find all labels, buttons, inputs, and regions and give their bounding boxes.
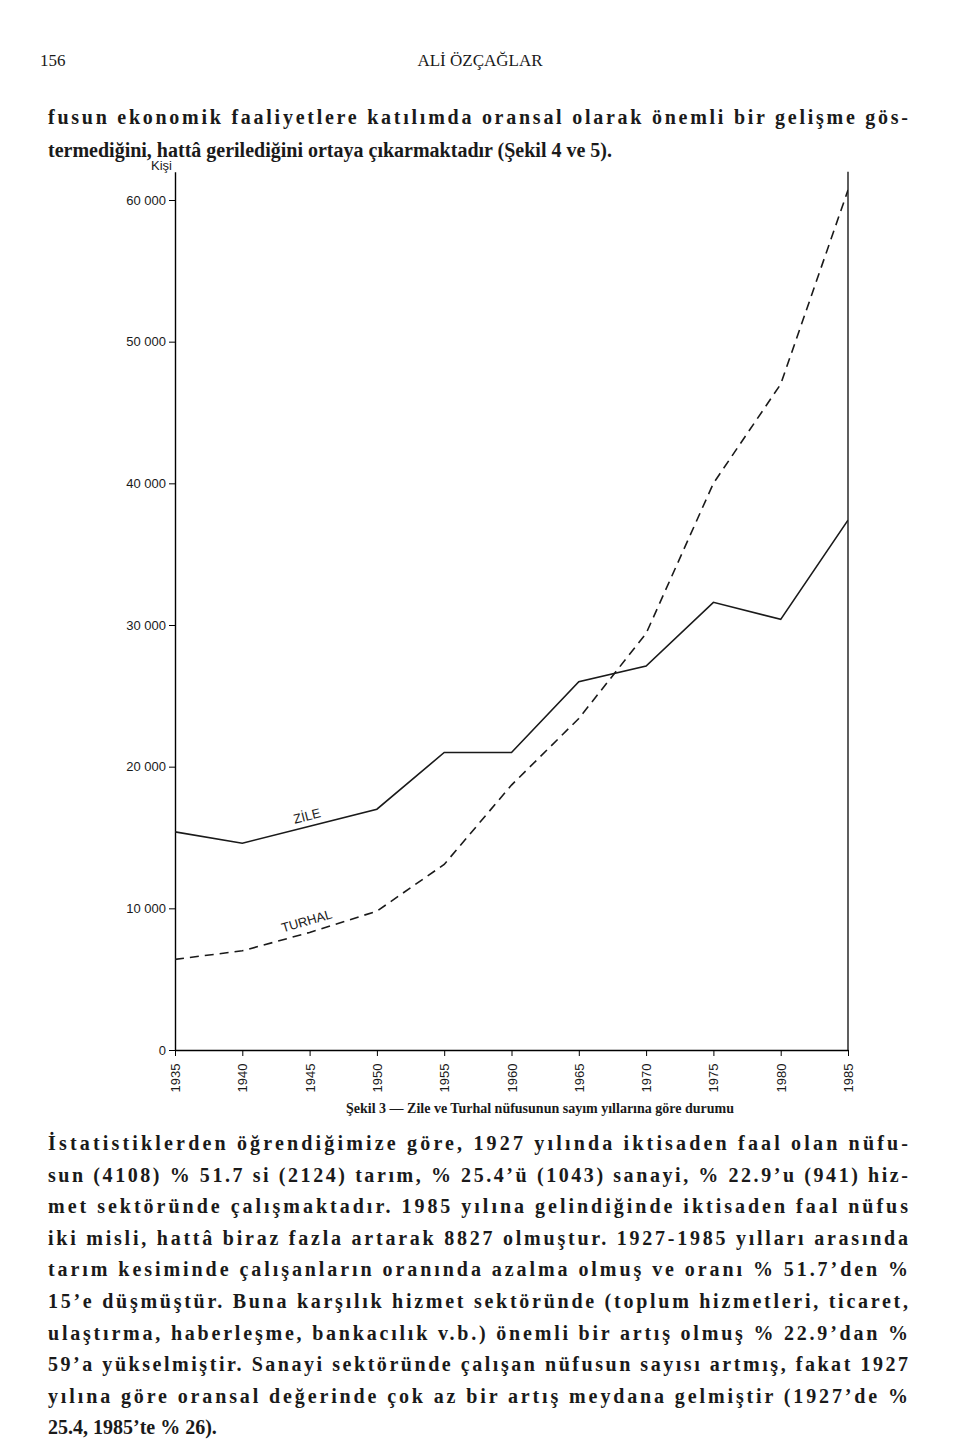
y-tick-label: 60 000 [126, 193, 166, 208]
y-tick-mark [169, 342, 175, 343]
x-tick-mark [512, 1050, 513, 1056]
x-tick: 1950 [370, 1050, 385, 1092]
x-tick-label: 1945 [303, 1064, 318, 1093]
y-tick: 0 [159, 1043, 175, 1058]
y-tick: 60 000 [126, 193, 175, 208]
y-tick-mark [169, 483, 175, 484]
y-tick: 30 000 [126, 618, 175, 633]
x-tick-mark [848, 1050, 849, 1056]
x-tick-label: 1950 [370, 1064, 385, 1093]
y-tick-mark [169, 1050, 175, 1051]
x-axis: 1935 1940 1945 1950 1955 1960 1965 1970 1975 1980… [168, 1050, 856, 1092]
x-tick-mark [781, 1050, 782, 1056]
y-axis: 0 10 000 20 000 30 000 40 000 50 000 60 000 [126, 172, 175, 1057]
figure-caption: Şekil 3 — Zile ve Turhal nüfusunun sayım… [346, 1101, 734, 1116]
page: 156 ALİ ÖZÇAĞLAR fusun ekonomik faaliyetle… [0, 0, 960, 1444]
y-tick-label: 50 000 [126, 334, 166, 349]
y-tick-mark [169, 767, 175, 768]
x-tick: 1970 [639, 1050, 654, 1092]
y-tick: 10 000 [126, 901, 175, 916]
x-tick-mark [310, 1050, 311, 1056]
x-tick-mark [175, 1050, 176, 1056]
text-line: İstatistiklerden öğrendiğimize göre, 192… [48, 1131, 908, 1155]
y-tick-mark [169, 200, 175, 201]
x-tick: 1955 [437, 1050, 452, 1092]
x-tick: 1945 [303, 1050, 318, 1092]
x-tick-mark [579, 1050, 580, 1056]
x-tick-mark [646, 1050, 647, 1056]
text-line: sun (4108) % 51.7 si (2124) tarım, % 25.… [48, 1164, 908, 1187]
text-line: iki misli, hattâ biraz fazla artarak 882… [48, 1227, 908, 1250]
x-tick: 1935 [168, 1050, 183, 1092]
page-number: 156 [40, 51, 66, 70]
y-tick-label: 40 000 [126, 476, 166, 491]
x-tick-label: 1980 [774, 1064, 789, 1093]
y-tick: 20 000 [126, 759, 175, 774]
y-tick: 40 000 [126, 476, 175, 491]
y-tick: 50 000 [126, 334, 175, 349]
y-tick-label: 30 000 [126, 618, 166, 633]
text-line: 15’e düşmüştür. Buna karşılık hizmet sek… [48, 1290, 908, 1313]
x-tick: 1980 [774, 1050, 789, 1092]
x-tick-mark [444, 1050, 445, 1056]
x-tick-label: 1940 [235, 1064, 250, 1093]
x-tick: 1960 [505, 1050, 520, 1092]
x-tick-label: 1960 [505, 1064, 520, 1093]
x-tick: 1975 [706, 1050, 721, 1092]
series-line [175, 520, 848, 843]
y-tick-label: 10 000 [126, 901, 166, 916]
chart: 0 10 000 20 000 30 000 40 000 50 000 60 000 193… [126, 158, 856, 1093]
y-axis-line [175, 172, 176, 1050]
text-line: ulaştırma, haberleşme, bankacılık v.b.) … [48, 1322, 908, 1345]
x-tick-label: 1955 [437, 1064, 452, 1093]
y-tick-mark [169, 625, 175, 626]
x-tick-label: 1965 [572, 1064, 587, 1093]
x-tick: 1965 [572, 1050, 587, 1092]
running-head: ALİ ÖZÇAĞLAR [417, 51, 543, 70]
frame [847, 172, 848, 1050]
y-tick-mark [169, 908, 175, 909]
text-line: 25.4, 1985’te % 26). [48, 1416, 217, 1439]
x-tick-label: 1935 [168, 1064, 183, 1093]
text-line: termediğini, hattâ gerilediğini ortaya ç… [48, 139, 612, 162]
y-tick-label: 0 [159, 1043, 166, 1058]
x-tick-label: 1970 [639, 1064, 654, 1093]
series-line [175, 190, 848, 959]
y-tick-label: 20 000 [126, 759, 166, 774]
text-line: 59’a yükselmiştir. Sanayi sektöründe çal… [48, 1353, 908, 1376]
text-line: yılına göre oransal değerinde çok az bir… [48, 1385, 908, 1408]
x-tick-mark [713, 1050, 714, 1056]
plot-area [175, 190, 848, 959]
text-line: fusun ekonomik faaliyetlere katılımda or… [48, 106, 908, 129]
y-axis-title: Kişi [151, 158, 172, 173]
x-tick-mark [242, 1050, 243, 1056]
x-tick: 1940 [235, 1050, 250, 1092]
series-label: TURHAL [280, 906, 334, 935]
series-label: ZİLE [292, 805, 323, 826]
x-tick-label: 1975 [706, 1064, 721, 1093]
x-tick-label: 1985 [841, 1064, 856, 1093]
x-tick: 1985 [841, 1050, 856, 1092]
text-line: met sektöründe çalışmaktadır. 1985 yılın… [48, 1195, 908, 1218]
x-tick-mark [377, 1050, 378, 1056]
text-line: tarım kesiminde çalışanların oranında az… [48, 1258, 908, 1281]
